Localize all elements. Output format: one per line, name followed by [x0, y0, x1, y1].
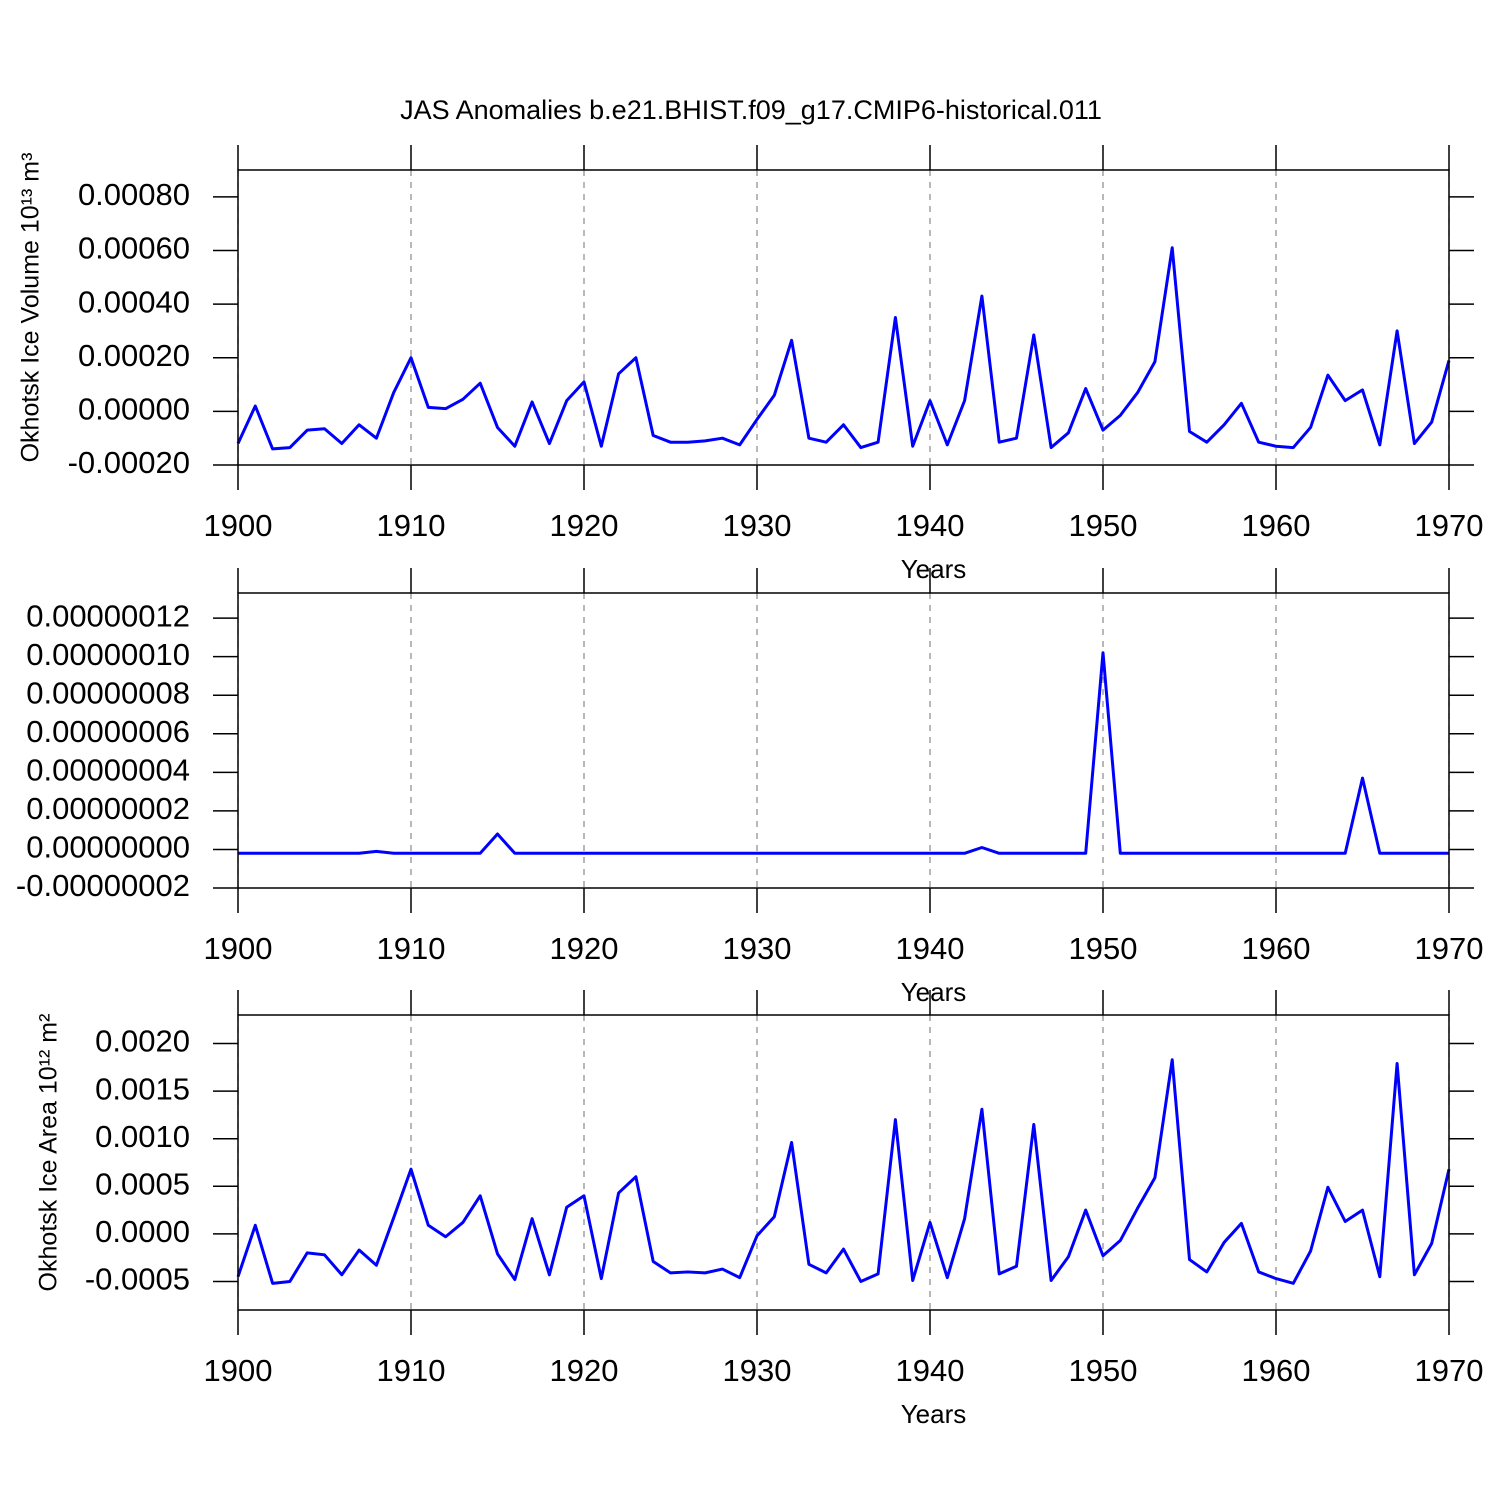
x-tick-label: 1910 — [377, 1353, 446, 1388]
y-tick-label: 0.00000008 — [26, 675, 190, 710]
data-line — [238, 651, 1449, 855]
chart-title: JAS Anomalies b.e21.BHIST.f09_g17.CMIP6-… — [400, 95, 1102, 125]
x-tick-label: 1920 — [550, 508, 619, 543]
x-tick-label: 1970 — [1415, 931, 1484, 966]
x-tick-label: 1920 — [550, 1353, 619, 1388]
y-tick-label: 0.00000002 — [26, 791, 190, 826]
x-tick-label: 1900 — [204, 931, 273, 966]
y-tick-label: -0.00020 — [68, 445, 190, 480]
y-tick-label: 0.0005 — [95, 1166, 190, 1201]
y-tick-label: 0.00000006 — [26, 714, 190, 749]
y-tick-label: 0.00040 — [78, 284, 190, 319]
x-tick-label: 1930 — [723, 931, 792, 966]
y-axis-label: Okhotsk Ice Volume 10¹³ m³ — [17, 153, 45, 463]
x-tick-label: 1950 — [1069, 508, 1138, 543]
x-tick-label: 1930 — [723, 508, 792, 543]
plot-frame — [237, 592, 1450, 889]
plot-frame — [237, 1014, 1450, 1311]
x-tick-label: 1940 — [896, 931, 965, 966]
y-tick-label: 0.00000010 — [26, 637, 190, 672]
y-tick-label: 0.0020 — [95, 1024, 190, 1059]
y-tick-label: 0.0000 — [95, 1214, 190, 1249]
x-tick-label: 1930 — [723, 1353, 792, 1388]
y-tick-label: 0.0015 — [95, 1071, 190, 1106]
y-tick-label: 0.00000000 — [26, 830, 190, 865]
y-tick-label: -0.0005 — [85, 1262, 190, 1297]
x-tick-label: 1900 — [204, 1353, 273, 1388]
x-tick-label: 1950 — [1069, 931, 1138, 966]
data-line — [236, 1058, 1451, 1285]
x-tick-label: 1910 — [377, 508, 446, 543]
x-tick-label: 1920 — [550, 931, 619, 966]
x-tick-label: 1960 — [1242, 931, 1311, 966]
y-tick-label: 0.00060 — [78, 231, 190, 266]
y-axis-label: Okhotsk Ice Area 10¹² m² — [35, 1014, 63, 1292]
y-tick-label: -0.00000002 — [16, 868, 190, 903]
x-tick-label: 1910 — [377, 931, 446, 966]
x-tick-label: 1940 — [896, 1353, 965, 1388]
x-axis-label: Years — [901, 554, 967, 584]
x-axis-label: Years — [901, 977, 967, 1007]
x-tick-label: 1900 — [204, 508, 273, 543]
x-axis-label: Years — [901, 1399, 967, 1429]
y-tick-label: 0.00080 — [78, 177, 190, 212]
y-tick-label: 0.00000004 — [26, 753, 190, 788]
plot-frame — [237, 169, 1450, 466]
x-tick-label: 1970 — [1415, 1353, 1484, 1388]
data-line — [236, 246, 1451, 451]
x-tick-label: 1940 — [896, 508, 965, 543]
y-tick-label: 0.00000 — [78, 392, 190, 427]
x-tick-label: 1950 — [1069, 1353, 1138, 1388]
y-tick-label: 0.00020 — [78, 338, 190, 373]
x-tick-label: 1970 — [1415, 508, 1484, 543]
y-tick-label: 0.0010 — [95, 1119, 190, 1154]
y-tick-label: 0.00000012 — [26, 598, 190, 633]
x-tick-label: 1960 — [1242, 508, 1311, 543]
x-tick-label: 1960 — [1242, 1353, 1311, 1388]
